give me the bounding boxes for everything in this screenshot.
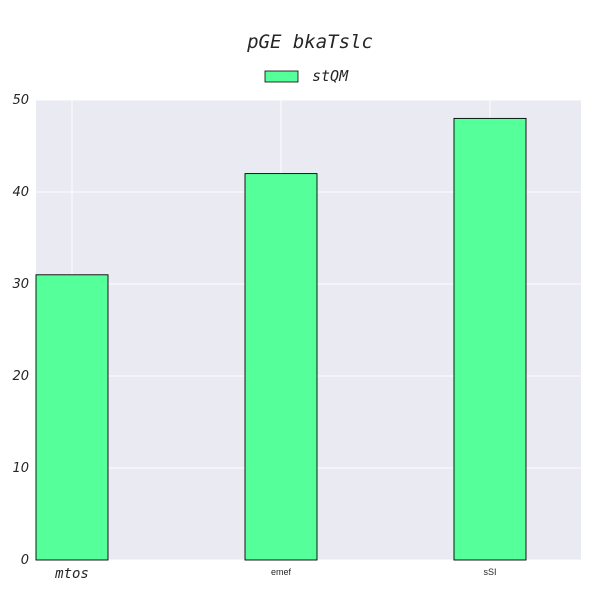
y-axis-ticks: 0 10 20 30 40 50 <box>12 93 29 568</box>
x-tick-label: sSI <box>483 567 496 577</box>
y-tick-label: 30 <box>12 277 29 292</box>
x-tick-label: emef <box>271 567 292 577</box>
bar-sSI <box>453 117 527 561</box>
y-tick-label: 10 <box>12 461 29 476</box>
y-tick-label: 40 <box>12 185 29 200</box>
x-axis-ticks: mtos emef sSI <box>54 566 496 582</box>
legend-swatch <box>264 70 299 83</box>
x-tick-label: mtos <box>54 566 89 582</box>
y-tick-label: 50 <box>12 93 29 108</box>
y-tick-label: 0 <box>21 553 29 568</box>
bar-mtos <box>35 274 109 561</box>
legend-label: stQM <box>312 67 349 85</box>
bar-emef <box>244 173 318 561</box>
bars <box>35 117 527 561</box>
legend: stQM <box>264 67 349 85</box>
chart-title: pGE bkaTslc <box>246 31 373 53</box>
y-tick-label: 20 <box>12 369 29 384</box>
